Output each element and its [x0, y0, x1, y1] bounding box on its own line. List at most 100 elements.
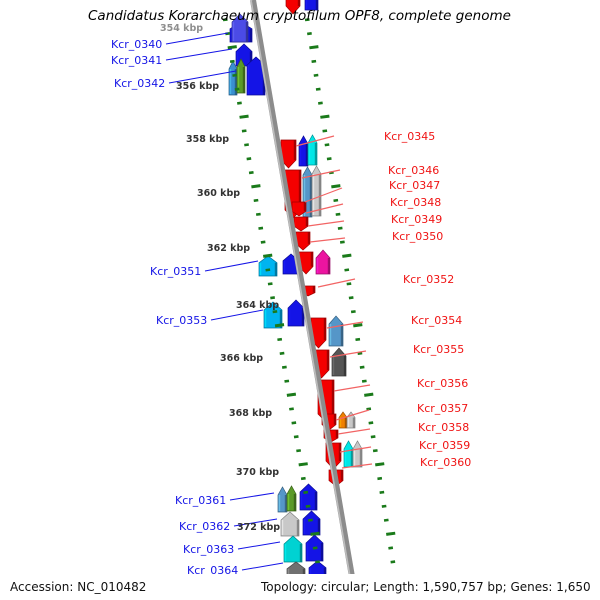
- gene-feature-shading: [242, 67, 245, 93]
- gene-label[interactable]: Kcr_0351: [150, 265, 201, 278]
- ruler-minor-tick: [333, 198, 339, 203]
- gene-feature-shading: [312, 286, 315, 293]
- gene-label[interactable]: Kcr_0353: [156, 314, 207, 327]
- gene-feature[interactable]: [283, 535, 303, 563]
- gene-feature-highlight: [303, 519, 306, 534]
- ruler-minor-tick: [357, 351, 363, 355]
- ruler-minor-tick: [311, 59, 317, 63]
- gene-feature[interactable]: [302, 510, 321, 536]
- ruler-major-tick: [263, 253, 273, 258]
- gene-feature[interactable]: [280, 511, 300, 537]
- gene-label[interactable]: Kcr_0347: [389, 179, 440, 192]
- gene-label[interactable]: Kcr_0350: [392, 230, 443, 243]
- gene-feature-shading: [309, 175, 312, 217]
- gene-feature-shading: [333, 414, 336, 425]
- topology-text: Topology: circular; Length: 1,590,757 bp…: [261, 580, 591, 594]
- gene-feature-shading: [326, 350, 329, 370]
- ruler-minor-tick: [372, 449, 378, 453]
- gene-feature-shading: [301, 308, 304, 326]
- ruler-minor-tick: [322, 129, 328, 133]
- gene-feature-shading: [314, 492, 317, 510]
- gene-label[interactable]: Kcr_0363: [183, 543, 234, 556]
- ruler-minor-tick: [307, 518, 313, 522]
- ruler-minor-tick: [324, 143, 330, 147]
- gene-feature-highlight: [296, 232, 299, 244]
- gene-feature-shading: [274, 262, 277, 276]
- gene-feature[interactable]: [231, 13, 249, 43]
- ruler-minor-tick: [267, 282, 273, 286]
- ruler-minor-tick: [234, 87, 240, 91]
- ruler-kbp-label: 358 kbp: [186, 134, 229, 145]
- gene-feature[interactable]: [287, 299, 305, 327]
- gene-feature-shading: [303, 202, 306, 212]
- gene-feature[interactable]: [263, 301, 283, 329]
- gene-feature[interactable]: [299, 483, 318, 511]
- gene-label[interactable]: Kcr_0345: [384, 130, 435, 143]
- gene-label[interactable]: Kcr_0355: [413, 343, 464, 356]
- gene-feature-highlight: [312, 174, 315, 215]
- gene-label-leader: [165, 32, 229, 45]
- ruler-minor-tick: [348, 296, 354, 300]
- gene-feature[interactable]: [258, 255, 278, 277]
- gene-label-leader: [295, 135, 335, 147]
- gene-label[interactable]: Kcr_0364: [187, 564, 238, 577]
- gene-label[interactable]: Kcr_0357: [417, 402, 468, 415]
- gene-label[interactable]: Kcr_0361: [175, 494, 226, 507]
- gene-label-layer[interactable]: Kcr_0340 Kcr_0341 Kcr_0342 Kcr_0351 Kcr_0353…: [111, 38, 471, 577]
- gene-label[interactable]: Kcr_0359: [419, 439, 470, 452]
- gene-feature[interactable]: [285, 0, 301, 15]
- gene-feature-highlight: [306, 543, 309, 560]
- ruler-minor-tick: [379, 490, 385, 494]
- ruler-major-tick: [386, 531, 396, 536]
- gene-feature-shading: [317, 519, 320, 535]
- ruler-minor-tick: [293, 435, 299, 439]
- backbone-highlight: [250, 0, 355, 600]
- gene-label[interactable]: Kcr_0354: [411, 314, 462, 327]
- ruler-major-tick: [286, 392, 297, 397]
- gene-feature-shading: [305, 217, 308, 227]
- ruler-minor-tick: [377, 476, 383, 481]
- ruler-kbp-label: 360 kbp: [197, 188, 240, 199]
- ruler-minor-tick: [253, 198, 259, 203]
- gene-feature-highlight: [237, 67, 240, 92]
- ruler-minor-tick: [244, 143, 249, 147]
- gene-label[interactable]: Kcr_0341: [111, 54, 162, 67]
- ruler-minor-tick: [232, 73, 238, 77]
- gene-feature-shading: [310, 252, 313, 267]
- ruler-minor-tick: [355, 337, 361, 342]
- ruler-major-tick: [342, 253, 352, 258]
- ruler-minor-tick: [255, 212, 261, 216]
- ruler-minor-tick: [313, 73, 319, 77]
- gene-feature-shading: [359, 449, 362, 467]
- gene-label[interactable]: Kcr_0348: [390, 196, 441, 209]
- gene-label[interactable]: Kcr_0346: [388, 164, 439, 177]
- gene-feature-shading: [331, 380, 334, 414]
- sequence-backbone: [250, 0, 359, 600]
- gene-feature-layer[interactable]: [228, 0, 363, 600]
- gene-label[interactable]: Kcr_0349: [391, 213, 442, 226]
- ruler-minor-tick: [303, 490, 309, 494]
- gene-feature-shading: [343, 356, 346, 376]
- ruler-minor-tick: [229, 59, 235, 63]
- ruler-minor-tick: [315, 560, 320, 564]
- gene-label[interactable]: Kcr_0360: [420, 456, 471, 469]
- gene-feature[interactable]: [315, 249, 331, 275]
- gene-feature-highlight: [329, 470, 332, 481]
- gene-label[interactable]: Kcr_0358: [418, 421, 469, 434]
- gene-feature-shading: [323, 318, 326, 340]
- accession-text: Accession: NC_010482: [10, 580, 147, 594]
- gene-label-leader: [304, 187, 343, 203]
- gene-label-leader: [333, 384, 371, 392]
- gene-label-leader: [168, 70, 237, 84]
- ruler-minor-tick: [390, 560, 396, 564]
- gene-label[interactable]: Kcr_0362: [179, 520, 230, 533]
- gene-label[interactable]: Kcr_0356: [417, 377, 468, 390]
- gene-label[interactable]: Kcr_0342: [114, 77, 165, 90]
- gene-label[interactable]: Kcr_0352: [403, 273, 454, 286]
- ruler-major-tick: [251, 184, 261, 189]
- gene-label[interactable]: Kcr_0340: [111, 38, 162, 51]
- ruler-minor-tick: [359, 365, 365, 369]
- gene-feature-highlight: [332, 356, 335, 375]
